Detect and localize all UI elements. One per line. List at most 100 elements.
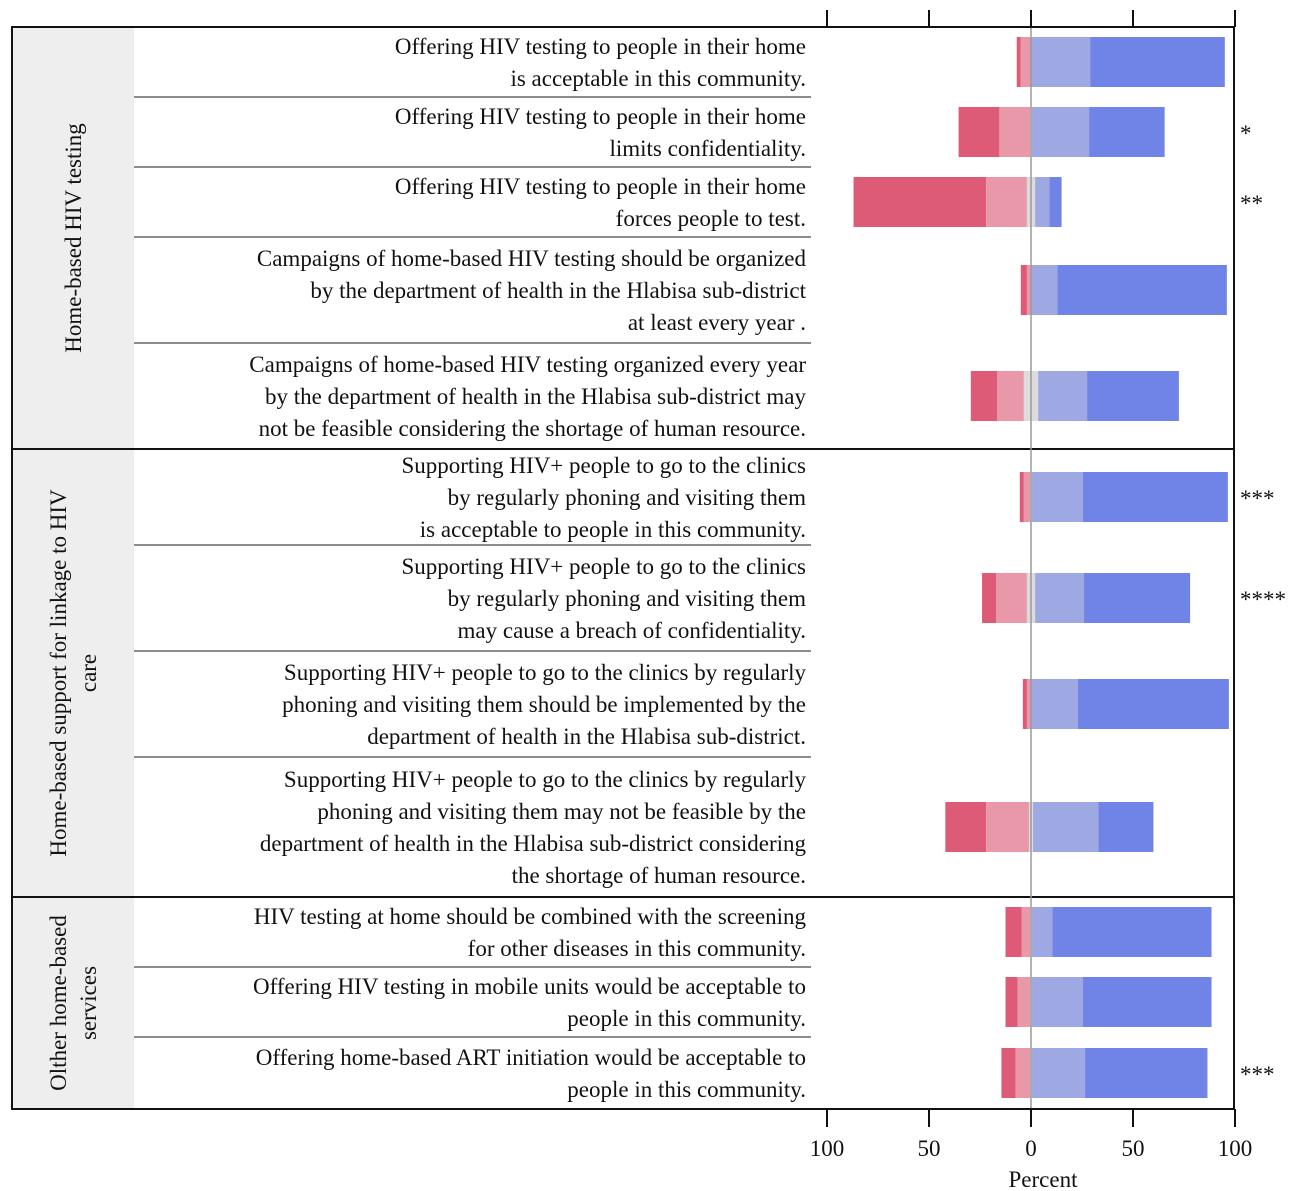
statement-line: Campaigns of home-based HIV testing orga… <box>249 352 806 377</box>
statement-line: is acceptable to people in this communit… <box>420 517 806 542</box>
x-tick-label: 50 <box>1122 1136 1145 1161</box>
group-label: services <box>76 966 101 1040</box>
x-axis-label: Percent <box>1009 1167 1079 1191</box>
group-label-bg <box>12 897 134 1109</box>
statement-line: Offering HIV testing to people in their … <box>395 174 806 199</box>
group-label: Olther home-based <box>46 915 71 1091</box>
group-label: care <box>76 654 101 692</box>
statement-line: is acceptable in this community. <box>510 66 806 91</box>
significance-marker: *** <box>1240 1062 1275 1087</box>
bar-strongly-agree <box>1087 371 1179 421</box>
statement-line: by the department of health in the Hlabi… <box>265 384 806 409</box>
bar-disagree <box>1026 679 1031 729</box>
statement-line: Offering HIV testing to people in their … <box>395 34 806 59</box>
bar-disagree <box>986 802 1029 852</box>
statement-line: Offering HIV testing to people in their … <box>395 104 806 129</box>
bar-agree <box>1031 37 1091 87</box>
statement-line: phoning and visiting them may not be fea… <box>317 799 806 824</box>
bar-strongly-disagree <box>958 107 1000 157</box>
group-label: Home-based support for linkage to HIV <box>46 489 71 857</box>
statement-line: Supporting HIV+ people to go to the clin… <box>284 660 807 685</box>
significance-marker: *** <box>1240 486 1275 511</box>
bar-disagree <box>1015 1048 1030 1098</box>
statement-line: phoning and visiting them should be impl… <box>282 692 806 717</box>
statement-line: may cause a breach of confidentiality. <box>458 618 806 643</box>
plot-frame <box>11 26 1235 1110</box>
statement-line: Supporting HIV+ people to go to the clin… <box>401 554 806 579</box>
bar-agree <box>1032 1048 1086 1098</box>
bar-strongly-agree <box>1083 472 1228 522</box>
bar-disagree <box>1021 907 1030 957</box>
bar-agree <box>1032 907 1053 957</box>
bar-strongly-disagree <box>982 573 997 623</box>
bar-agree <box>1038 371 1088 421</box>
bar-strongly-disagree <box>1020 265 1027 315</box>
statement-line: department of health in the Hlabisa sub-… <box>260 831 807 856</box>
bar-strongly-disagree <box>970 371 998 421</box>
statement-line: by the department of health in the Hlabi… <box>310 278 806 303</box>
bar-agree <box>1032 472 1084 522</box>
bar-strongly-agree <box>1089 107 1165 157</box>
bar-disagree <box>1023 472 1030 522</box>
bar-disagree <box>986 177 1027 227</box>
bar-strongly-disagree <box>1005 907 1022 957</box>
bar-strongly-agree <box>1052 907 1212 957</box>
statement-line: Supporting HIV+ people to go to the clin… <box>401 453 806 478</box>
group-label-bg <box>12 27 134 449</box>
bar-disagree <box>1020 37 1031 87</box>
bar-strongly-agree <box>1090 37 1225 87</box>
bar-strongly-disagree <box>853 177 987 227</box>
bar-disagree <box>996 573 1027 623</box>
bar-agree <box>1035 573 1085 623</box>
statement-line: department of health in the Hlabisa sub-… <box>367 724 806 749</box>
bar-strongly-disagree <box>945 802 987 852</box>
bar-strongly-agree <box>1098 802 1154 852</box>
bar-disagree <box>999 107 1030 157</box>
statement-line: people in this community. <box>567 1006 806 1031</box>
x-tick-label: 100 <box>810 1136 845 1161</box>
significance-marker: **** <box>1240 587 1286 612</box>
bar-strongly-agree <box>1077 679 1229 729</box>
statement-line: by regularly phoning and visiting them <box>448 586 806 611</box>
bar-strongly-agree <box>1049 177 1062 227</box>
bar-strongly-disagree <box>1005 977 1018 1027</box>
bar-disagree <box>997 371 1024 421</box>
bar-agree <box>1033 802 1099 852</box>
bar-agree <box>1032 977 1084 1027</box>
bar-agree <box>1035 177 1050 227</box>
statement-line: people in this community. <box>567 1077 806 1102</box>
bar-strongly-disagree <box>1022 679 1027 729</box>
bar-strongly-agree <box>1057 265 1227 315</box>
statement-line: Offering HIV testing in mobile units wou… <box>253 974 806 999</box>
x-tick-label: 0 <box>1025 1136 1037 1161</box>
group-label: Home-based HIV testing <box>61 123 86 353</box>
statement-line: Offering home-based ART initiation would… <box>256 1045 806 1070</box>
bar-agree <box>1031 265 1058 315</box>
statement-line: Campaigns of home-based HIV testing shou… <box>257 246 807 271</box>
statement-line: by regularly phoning and visiting them <box>448 485 806 510</box>
x-tick-label: 50 <box>918 1136 941 1161</box>
statement-line: Supporting HIV+ people to go to the clin… <box>284 767 807 792</box>
statement-line: the shortage of human resource. <box>512 863 806 888</box>
significance-marker: ** <box>1240 191 1263 216</box>
statement-line: for other diseases in this community. <box>468 936 806 961</box>
x-tick-label: 100 <box>1218 1136 1253 1161</box>
statement-line: limits confidentiality. <box>609 136 806 161</box>
bar-strongly-disagree <box>1001 1048 1016 1098</box>
significance-marker: * <box>1240 121 1252 146</box>
statement-line: not be feasible considering the shortage… <box>259 416 806 441</box>
bar-strongly-disagree <box>1019 472 1024 522</box>
bar-disagree <box>1017 977 1030 1027</box>
bar-agree <box>1032 107 1090 157</box>
bar-strongly-agree <box>1085 1048 1208 1098</box>
bar-strongly-disagree <box>1016 37 1021 87</box>
statement-line: at least every year . <box>628 310 806 335</box>
bar-strongly-agree <box>1083 977 1212 1027</box>
bar-disagree <box>1026 265 1031 315</box>
bar-agree <box>1031 679 1078 729</box>
bar-strongly-agree <box>1084 573 1191 623</box>
statement-line: forces people to test. <box>616 206 806 231</box>
group-label-bg <box>12 449 134 897</box>
statement-line: HIV testing at home should be combined w… <box>254 904 807 929</box>
